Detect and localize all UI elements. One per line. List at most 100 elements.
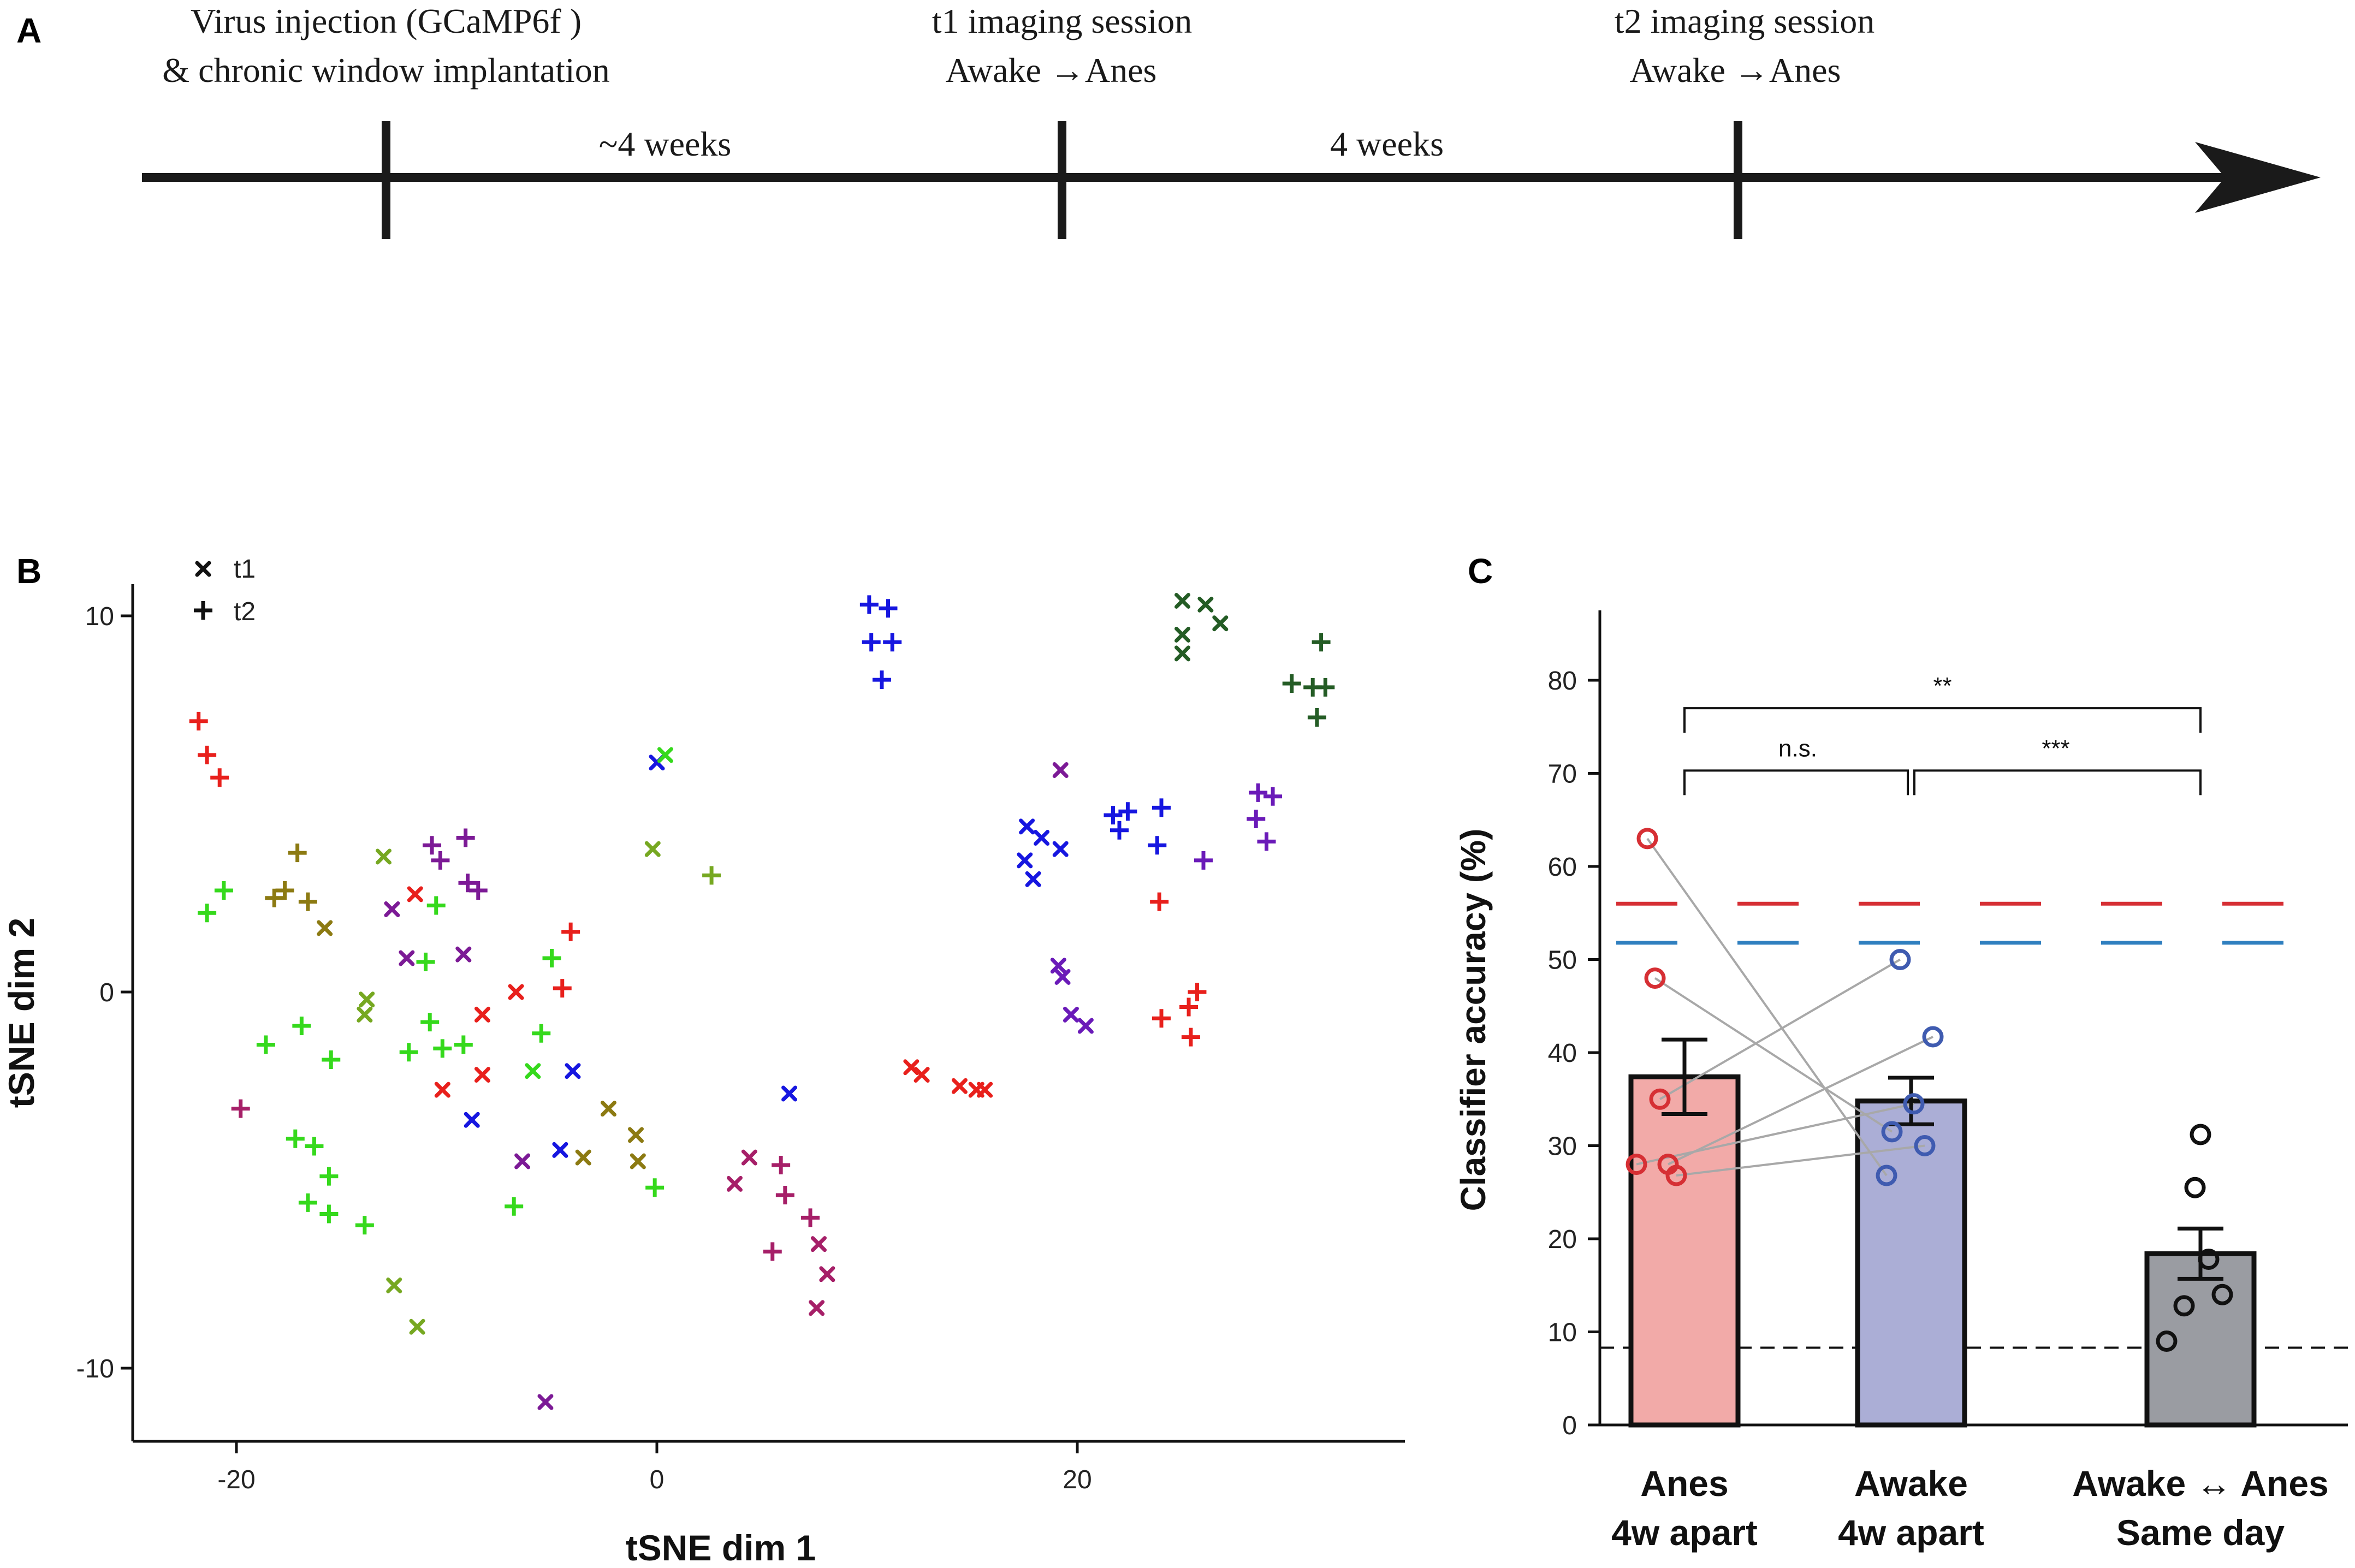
point-t2 [702,866,721,885]
c-y-tick-label: 30 [1548,1132,1577,1161]
data-point [1881,1121,1903,1143]
category-1-line2: 4w apart [1611,1512,1758,1553]
point-t1 [1077,1018,1094,1034]
point-t1 [819,1266,835,1282]
c-y-tick-label: 60 [1548,853,1577,882]
point-t2 [763,1242,782,1261]
interval-2-label: 4 weeks [1330,124,1444,163]
point-t1 [903,1059,920,1076]
x-tick-label: 0 [650,1465,665,1494]
c-y-tick-label: 40 [1548,1039,1577,1068]
point-t2 [256,1035,275,1054]
paired-line [1654,977,1893,1133]
point-t2 [292,1017,311,1036]
point-t2 [1307,708,1326,727]
y-tick-label: -10 [76,1355,114,1383]
point-t1 [809,1300,825,1316]
point-t2 [1188,983,1207,1001]
point-t1 [1174,645,1190,662]
paired-lines [1636,838,1933,1177]
point-t2 [772,1155,791,1174]
point-t2 [355,1216,374,1235]
event-2-line1: t1 imaging session [932,2,1192,40]
tsne-ticks: -20 0 20 10 0 -10 [76,602,1092,1494]
point-t2 [862,633,881,652]
point-t2 [1179,997,1199,1017]
point-t2 [322,1050,341,1070]
point-t2 [265,888,284,907]
legend-label-t2: t2 [234,597,256,626]
x-tick-label: -20 [217,1465,255,1494]
point-t2 [1148,836,1167,855]
point-t2 [298,892,317,911]
point-t1 [474,1067,490,1083]
point-t1 [386,1277,402,1293]
data-point [2156,1331,2178,1352]
data-point [2198,1249,2220,1270]
event-1-line1: Virus injection (GCaMP6f ) [191,2,582,40]
point-t2 [1316,678,1335,697]
c-y-tick-label: 10 [1548,1318,1577,1347]
point-t2 [198,904,217,923]
category-3-line1: Awake ↔ Anes [2072,1463,2329,1504]
c-y-tick-label: 0 [1562,1411,1577,1440]
point-t2 [1249,783,1268,802]
data-point [1649,1088,1671,1110]
point-t1 [1052,841,1069,857]
point-t2 [288,844,307,863]
point-t1 [810,1236,827,1252]
point-t1 [951,1078,968,1094]
timeline: Virus injection (GCaMP6f ) & chronic win… [142,2,2321,239]
category-1-line1: Anes [1640,1463,1728,1504]
data-point [1914,1135,1936,1156]
point-t2 [416,952,435,971]
data-point [1626,1154,1647,1175]
significance-bracket: *** [1913,735,2202,795]
data-point [1889,949,1911,970]
interval-1-label: ~4 weeks [599,124,732,163]
data-point [2190,1124,2211,1145]
point-t2 [431,851,450,870]
point-t2 [553,979,572,998]
c-y-tick-label: 80 [1548,667,1577,696]
point-t1 [407,886,423,902]
point-t1 [913,1067,930,1083]
point-t2 [468,881,488,900]
c-y-axis-title: Classifier accuracy (%) [1454,829,1493,1211]
point-t1 [1212,615,1229,632]
point-t1 [1025,871,1041,887]
category-2-line1: Awake [1854,1463,1968,1504]
point-t1 [1052,762,1069,778]
point-t2 [872,670,891,690]
significance-label: ** [1933,673,1951,699]
point-t1 [508,984,524,1000]
point-t1 [1019,818,1035,835]
significance-brackets: n.s. ***** [1683,673,2202,795]
data-point [2173,1295,2195,1317]
point-t2 [801,1208,820,1227]
point-t2 [433,1039,452,1058]
point-t1 [434,1082,450,1098]
point-t1 [514,1153,531,1169]
point-t2 [1110,821,1129,840]
point-t1 [525,1063,541,1079]
point-t1 [455,946,472,963]
point-t2 [275,881,294,900]
category-3-line2: Same day [2116,1512,2285,1553]
point-t2 [210,768,229,787]
point-t1 [357,1006,373,1023]
point-t2 [1312,633,1331,652]
y-tick-label: 10 [85,602,114,631]
paired-line [1636,1102,1914,1166]
point-t1 [644,841,661,857]
point-t2 [189,711,208,730]
c-y-tick-label: 70 [1548,760,1577,789]
bar [1855,1098,1967,1428]
paired-line [1676,1144,1925,1177]
data-point [1876,1165,1897,1186]
bars [1628,1074,2257,1428]
data-point [1903,1093,1925,1115]
data-point [2184,1177,2206,1198]
event-3-line2: Awake →Anes [1630,51,1841,90]
